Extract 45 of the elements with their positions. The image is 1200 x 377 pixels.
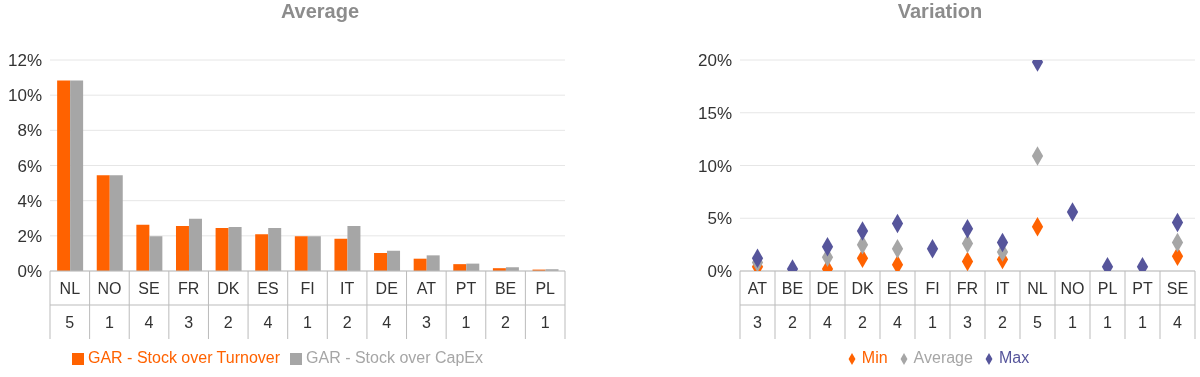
- x-tick-label: IT 2: [340, 280, 355, 331]
- x-tick-label: NL 5: [59, 280, 81, 331]
- x-tick-label: PT 1: [1132, 280, 1153, 331]
- x-tick-label: DE 4: [816, 280, 839, 331]
- y-tick-label: 4%: [17, 191, 42, 211]
- x-tick-label: NL 5: [1027, 280, 1048, 331]
- x-tick-label: FI 1: [300, 280, 315, 331]
- y-tick-label: 5%: [707, 209, 732, 229]
- x-tick-label: NO 1: [1060, 280, 1085, 331]
- y-tick-label: 10%: [697, 156, 732, 176]
- x-tick-label: FR 3: [956, 280, 979, 331]
- x-tick-label: SE 4: [1166, 280, 1189, 331]
- y-tick-label: 0%: [707, 262, 732, 282]
- y-tick-label: 8%: [17, 121, 42, 141]
- legend-label: GAR - Stock over Turnover: [87, 349, 281, 366]
- x-tick-label: BE 2: [781, 280, 804, 331]
- x-tick-label: ES 4: [886, 280, 909, 331]
- x-tick-label: FI 1: [925, 280, 940, 331]
- legend-label: Average: [913, 349, 973, 366]
- x-tick-label: DK 2: [217, 280, 240, 331]
- x-tick-label: DK 2: [851, 280, 874, 331]
- y-tick-label: 20%: [697, 51, 732, 71]
- x-tick-label: IT 2: [995, 280, 1010, 331]
- legend-label: Max: [998, 349, 1030, 366]
- y-tick-label: 2%: [17, 226, 42, 246]
- chart-title: Variation: [896, 0, 984, 24]
- x-tick-label: ES 4: [257, 280, 279, 331]
- x-tick-label: NO 1: [97, 280, 122, 331]
- y-tick-label: 15%: [697, 103, 732, 123]
- x-tick-label: PT 1: [455, 280, 477, 331]
- x-tick-label: PL 1: [535, 280, 556, 331]
- x-tick-label: AT 3: [747, 280, 768, 331]
- x-tick-label: BE 2: [494, 280, 517, 331]
- x-tick-label: FR 3: [177, 280, 200, 331]
- x-tick-label: SE 4: [138, 280, 160, 331]
- y-tick-label: 12%: [7, 51, 42, 71]
- x-tick-label: PL 1: [1097, 280, 1118, 331]
- y-tick-label: 6%: [17, 156, 42, 176]
- x-tick-label: AT 3: [416, 280, 437, 331]
- y-tick-label: 10%: [7, 86, 42, 106]
- x-tick-label: DE 4: [375, 280, 398, 331]
- legend-label: GAR - Stock over CapEx: [306, 349, 483, 366]
- legend-label: Min: [861, 349, 888, 366]
- chart-title: Average: [279, 0, 361, 24]
- y-tick-label: 0%: [17, 262, 42, 282]
